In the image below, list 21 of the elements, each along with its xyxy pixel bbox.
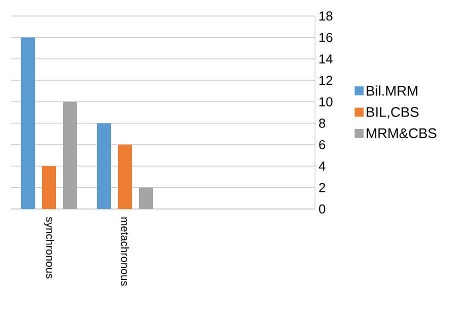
x-tick-label: synchronous (44, 217, 54, 278)
bar (21, 37, 35, 209)
y-tick-label: 2 (319, 183, 326, 192)
y-tick-label: 4 (318, 162, 326, 171)
y-tick-label: 12 (320, 76, 332, 85)
bar (139, 188, 154, 209)
legend-label: Bil.MRM (366, 85, 418, 96)
y-tick-label: 16 (320, 32, 332, 42)
y-tick-label: 14 (320, 54, 333, 64)
y-tick-label: 0 (319, 204, 326, 214)
y-tick-label: 6 (319, 140, 326, 150)
y-tick-label: 8 (319, 118, 326, 128)
y-tick-label: 10 (320, 97, 332, 106)
y-tick-label: 18 (320, 11, 332, 21)
x-tick-label: metachronous (120, 218, 130, 286)
bar (118, 144, 132, 209)
legend-label: BIL,CBS (366, 107, 419, 119)
bar (97, 123, 112, 209)
bar (63, 102, 77, 209)
bar (42, 166, 56, 209)
legend-label: MRM&CBS (366, 128, 436, 138)
